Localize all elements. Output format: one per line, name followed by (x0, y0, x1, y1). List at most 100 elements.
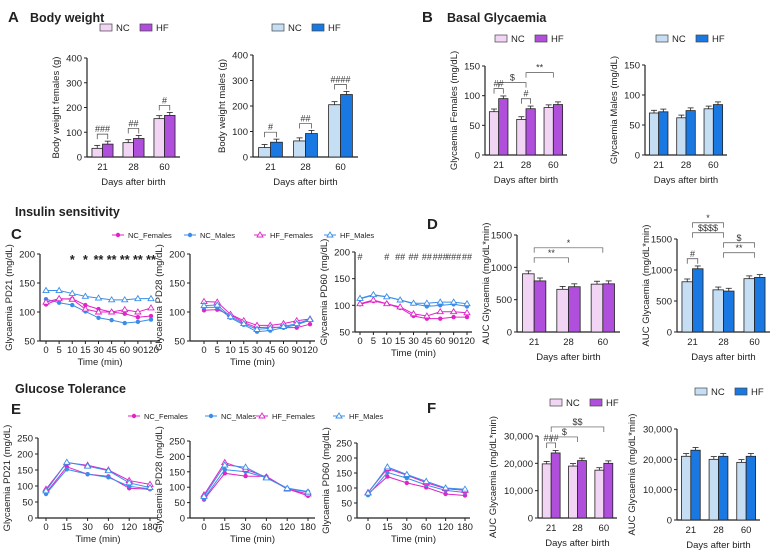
bar-hf-28 (133, 138, 145, 158)
x-tick-label: 60 (261, 522, 272, 533)
x-tick-label: 120 (279, 522, 295, 533)
legend-label: NC_Females (128, 231, 172, 240)
panel-letter: D (427, 216, 438, 233)
data-point (239, 319, 248, 327)
x-axis-label: Time (min) (230, 357, 275, 368)
data-point (409, 299, 418, 306)
legend-label: HF (606, 398, 619, 409)
x-tick-label: 120 (438, 522, 454, 533)
x-tick-label: 90 (133, 345, 144, 356)
y-axis-label: Glycaemia PD21 (mg/dL) (4, 244, 15, 351)
panel-letter: E (11, 401, 21, 418)
data-point (335, 412, 343, 419)
series-line-nc_males (203, 469, 309, 499)
x-tick-label: 28 (572, 523, 583, 534)
significance-label: ## (422, 252, 432, 262)
data-point (135, 319, 141, 325)
significance-bracket (127, 128, 140, 134)
data-point (369, 296, 378, 303)
data-point (356, 294, 364, 301)
series-line-nc_males (367, 471, 466, 496)
x-axis-label: Time (min) (77, 357, 122, 368)
x-tick-label: 30 (408, 336, 419, 347)
y-axis-label: Glycaemia Females (mg/dL) (449, 51, 460, 170)
series-line-nc_females (367, 476, 466, 496)
x-tick-label: 21 (653, 160, 664, 171)
legend-label: HF (328, 23, 341, 34)
section-title: Insulin sensitivity (15, 205, 120, 219)
y-axis-label: Body weight males (g) (217, 59, 228, 153)
significance-label: ## (300, 114, 310, 124)
x-tick-label: 28 (713, 525, 724, 536)
y-axis-label: Glycaemia PD60 (mg/dL) (319, 239, 330, 346)
data-point (122, 320, 127, 326)
data-point (94, 294, 103, 301)
data-point (104, 466, 113, 474)
bar-hf-60 (745, 455, 756, 521)
data-point (68, 295, 77, 302)
x-tick-label: 0 (201, 345, 206, 356)
data-point (382, 299, 391, 307)
y-axis-label: AUC Glycaemia (mg/dL*min) (627, 414, 638, 536)
data-point (409, 309, 418, 317)
x-tick-label: 10 (67, 345, 78, 356)
data-point (148, 313, 154, 319)
x-tick-label: 28 (128, 162, 139, 173)
legend-swatch-hf (589, 398, 603, 407)
legend-label: HF_Females (270, 231, 313, 240)
bar-chart-A_m: 0 100 200 300 400 Body weight males (g) Days a… (217, 23, 358, 188)
data-point (464, 314, 470, 320)
data-point (369, 290, 378, 298)
y-tick-label: 10,000 (504, 486, 533, 497)
data-point (463, 308, 471, 316)
x-tick-label: 45 (422, 336, 433, 347)
y-tick-label: 50 (341, 499, 352, 510)
bar-hf-60 (603, 462, 614, 519)
x-tick-label: 0 (43, 345, 48, 356)
line-legend: NC_Females NC_Males HF_Females HF_Males (128, 412, 383, 421)
data-point (120, 305, 129, 313)
significance-label: * (567, 238, 571, 248)
legend-label: HF (156, 23, 169, 34)
x-tick-label: 28 (718, 337, 729, 348)
series-line-hf_females (203, 461, 309, 496)
y-tick-label: 200 (17, 450, 33, 461)
y-axis-label: Glycaemia PD28 (mg/dL) (154, 244, 165, 351)
data-point (436, 307, 445, 315)
legend-swatch-nc (494, 34, 508, 43)
series-line-hf_males (203, 464, 309, 497)
x-tick-label: 120 (121, 522, 137, 533)
x-tick-label: 15 (80, 345, 91, 356)
y-tick-label: 50 (22, 498, 33, 509)
panel-letter: F (427, 400, 436, 417)
y-axis-label: AUC Glycaemia (mg/dL*min) (488, 416, 499, 538)
x-tick-label: 60 (435, 336, 446, 347)
significance-bracket (299, 123, 312, 129)
significance-label: ** (94, 253, 104, 267)
bar-nc-60 (328, 104, 341, 158)
data-point (81, 305, 90, 312)
bar-nc-60 (153, 118, 165, 158)
y-tick-label: 100 (17, 482, 33, 493)
bar-nc-60 (736, 461, 747, 521)
data-point (243, 473, 248, 479)
x-tick-label: 15 (238, 345, 249, 356)
legend-label: NC (566, 398, 580, 409)
data-point (383, 463, 392, 470)
x-tick-label: 60 (278, 345, 289, 356)
data-point (356, 299, 364, 307)
legend-swatch-hf (734, 387, 748, 396)
significance-label: ## (408, 252, 418, 262)
y-tick-label: 150 (336, 469, 352, 480)
data-point (404, 480, 409, 486)
x-tick-label: 5 (56, 345, 61, 356)
y-tick-label: 50 (469, 121, 480, 132)
bar-nc-21 (541, 463, 552, 519)
series-line-hf_males (367, 466, 466, 494)
bar-hf-28 (718, 455, 729, 521)
y-axis-label: Glycaemia Males (mg/dL) (609, 56, 620, 164)
